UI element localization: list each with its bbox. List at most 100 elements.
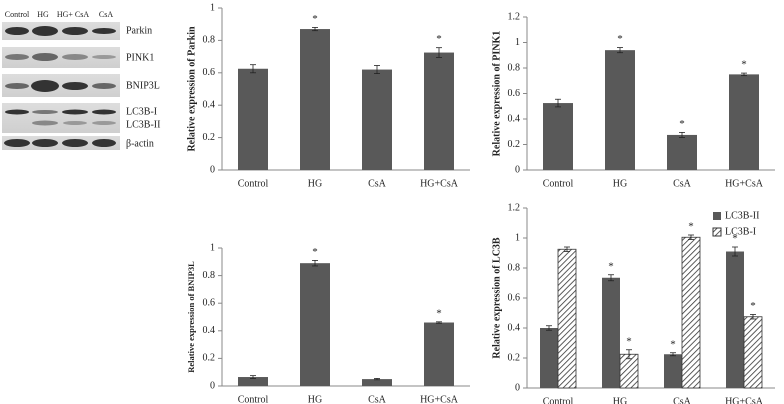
blot-strip bbox=[2, 47, 120, 68]
y-tick-label: 0.6 bbox=[508, 88, 521, 99]
x-tick-label: HG bbox=[613, 178, 627, 189]
significance-mark: * bbox=[679, 118, 685, 130]
x-tick-label: CsA bbox=[673, 178, 692, 189]
x-tick-label: HG bbox=[308, 178, 322, 189]
error-bar bbox=[312, 27, 318, 32]
y-tick-label: 0.2 bbox=[508, 352, 521, 363]
y-tick-label: 0.8 bbox=[508, 62, 521, 73]
lane-label: Control bbox=[5, 10, 30, 19]
y-tick-label: 1 bbox=[515, 232, 520, 243]
bar bbox=[605, 50, 635, 170]
bar bbox=[557, 248, 577, 389]
error-bar bbox=[617, 47, 623, 54]
error-bar bbox=[679, 131, 685, 138]
x-tick-label: CsA bbox=[368, 178, 387, 189]
y-tick-label: 0.8 bbox=[203, 270, 216, 281]
error-bar bbox=[564, 246, 570, 252]
bar bbox=[726, 251, 744, 388]
y-tick-label: 0.4 bbox=[508, 113, 521, 124]
y-tick-label: 0.4 bbox=[203, 325, 216, 336]
error-bar bbox=[374, 65, 380, 75]
x-tick-label: HG bbox=[308, 394, 322, 404]
y-axis-label: Relative expression of Parkin bbox=[186, 26, 197, 152]
legend-label: LC3B-I bbox=[725, 226, 756, 237]
error-bar bbox=[546, 325, 552, 331]
error-bar bbox=[436, 47, 442, 58]
significance-mark: * bbox=[741, 59, 747, 71]
y-tick-label: 0.6 bbox=[508, 292, 521, 303]
bar bbox=[424, 322, 454, 386]
x-tick-label: Control bbox=[543, 396, 574, 404]
legend-swatch bbox=[712, 227, 722, 237]
band-label: LC3B-I bbox=[126, 106, 157, 117]
error-bar bbox=[608, 274, 614, 282]
error-bar bbox=[555, 98, 561, 108]
y-tick-label: 0 bbox=[515, 164, 520, 175]
y-axis-label: Relative expression of PINK1 bbox=[491, 31, 502, 157]
x-tick-label: Control bbox=[543, 178, 574, 189]
lane-label: CsA bbox=[99, 10, 113, 19]
significance-mark: * bbox=[312, 13, 318, 25]
bar bbox=[362, 379, 392, 386]
significance-mark: * bbox=[608, 260, 614, 272]
y-tick-label: 1.2 bbox=[508, 202, 521, 213]
bar bbox=[664, 354, 682, 388]
lane-label: HG bbox=[37, 10, 49, 19]
band-label: β-actin bbox=[126, 138, 154, 149]
y-axis-label: Relative expression of BNIP3L bbox=[186, 261, 196, 373]
band-label: BNIP3L bbox=[126, 80, 160, 91]
error-bar bbox=[670, 352, 676, 357]
legend-swatch bbox=[713, 212, 721, 220]
legend-label: LC3B-II bbox=[725, 210, 759, 221]
y-tick-label: 1 bbox=[515, 37, 520, 48]
x-tick-label: HG+CsA bbox=[420, 178, 459, 189]
band-label: LC3B-II bbox=[126, 119, 160, 130]
bar bbox=[424, 52, 454, 170]
x-tick-label: HG bbox=[613, 396, 627, 404]
significance-mark: * bbox=[688, 221, 694, 233]
y-tick-label: 1.2 bbox=[508, 11, 521, 22]
y-tick-label: 0.2 bbox=[203, 353, 216, 364]
y-tick-label: 0.6 bbox=[203, 67, 216, 78]
bar bbox=[681, 236, 701, 389]
bar bbox=[729, 74, 759, 170]
error-bar bbox=[250, 64, 256, 74]
error-bar bbox=[688, 234, 694, 240]
bar bbox=[543, 103, 573, 170]
x-tick-label: Control bbox=[238, 394, 269, 404]
significance-mark: * bbox=[617, 33, 623, 45]
significance-mark: * bbox=[670, 338, 676, 350]
y-tick-label: 0 bbox=[515, 382, 520, 393]
blot-strip bbox=[2, 22, 120, 40]
y-axis-label: Relative expression of LC3B bbox=[491, 237, 502, 359]
band-label: PINK1 bbox=[126, 52, 154, 63]
bar bbox=[619, 353, 639, 389]
band-label: Parkin bbox=[126, 25, 152, 36]
bar bbox=[602, 277, 620, 388]
y-tick-label: 1 bbox=[210, 2, 215, 13]
x-tick-label: HG+CsA bbox=[725, 178, 764, 189]
y-tick-label: 0 bbox=[210, 164, 215, 175]
western-blot: Control HG HG+ CsA CsA Parkin PINK1 BNIP… bbox=[2, 10, 160, 150]
y-tick-label: 1 bbox=[210, 242, 215, 253]
bar bbox=[238, 377, 268, 386]
y-tick-label: 0.4 bbox=[203, 99, 216, 110]
error-bar bbox=[626, 349, 632, 360]
y-tick-label: 0.8 bbox=[203, 35, 216, 46]
x-tick-label: HG+CsA bbox=[420, 394, 459, 404]
significance-mark: * bbox=[436, 33, 442, 45]
error-bar bbox=[741, 72, 747, 77]
x-tick-label: HG+CsA bbox=[725, 396, 764, 404]
bar bbox=[300, 29, 330, 171]
significance-mark: * bbox=[626, 335, 632, 347]
bar bbox=[667, 134, 697, 170]
lane-label: HG+ CsA bbox=[57, 10, 90, 19]
error-bar bbox=[250, 375, 256, 379]
blot-strip bbox=[2, 136, 120, 150]
y-tick-label: 0.8 bbox=[508, 262, 521, 273]
x-tick-label: Control bbox=[238, 178, 269, 189]
bar bbox=[362, 69, 392, 170]
error-bar bbox=[732, 246, 738, 257]
x-tick-label: CsA bbox=[673, 396, 692, 404]
